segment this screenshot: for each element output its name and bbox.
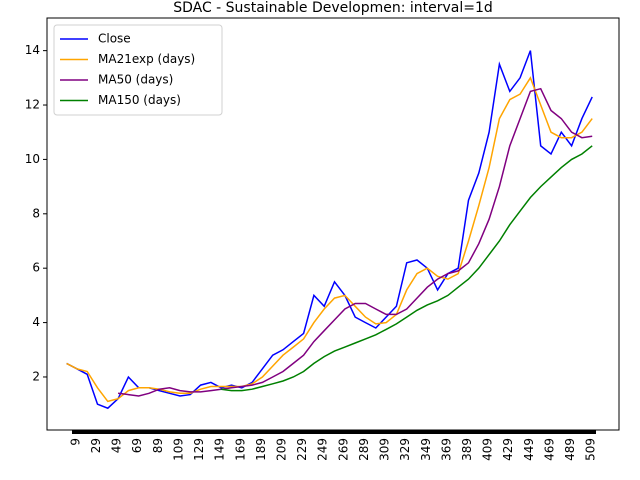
series-line <box>66 76 593 403</box>
x-tick-label: 269 <box>336 438 350 461</box>
x-tick-label: 449 <box>522 438 536 461</box>
x-tick-label: 69 <box>130 438 144 453</box>
y-tick-label: 4 <box>32 315 40 329</box>
y-tick-label: 14 <box>25 43 40 57</box>
y-tick-label: 12 <box>25 98 40 112</box>
x-tick-label: 149 <box>213 438 227 461</box>
x-tick-label: 169 <box>233 438 247 461</box>
x-tick-label: 9 <box>68 438 82 446</box>
series-line <box>118 87 593 397</box>
x-tick-label: 289 <box>357 438 371 461</box>
x-tick-label: 209 <box>274 438 288 461</box>
x-tick-label: 509 <box>584 438 598 461</box>
x-tick-label: 189 <box>254 438 268 461</box>
y-tick-label: 2 <box>32 369 40 383</box>
legend-label: MA50 (days) <box>98 73 173 87</box>
x-tick-label: 249 <box>316 438 330 461</box>
x-tick-label: 129 <box>192 438 206 461</box>
x-tick-label: 369 <box>439 438 453 461</box>
x-tick-label: 389 <box>460 438 474 461</box>
chart-title: SDAC - Sustainable Developmen: interval=… <box>173 0 493 16</box>
legend-label: MA150 (days) <box>98 93 181 107</box>
x-tick-label: 309 <box>378 438 392 461</box>
x-tick-label: 429 <box>501 438 515 461</box>
y-tick-label: 8 <box>32 206 40 220</box>
y-tick-label: 10 <box>25 152 40 166</box>
x-tick-label: 489 <box>563 438 577 461</box>
series-line <box>221 145 593 392</box>
x-tick-label: 469 <box>542 438 556 461</box>
minor-ticks <box>72 430 596 434</box>
x-tick-label: 409 <box>481 438 495 461</box>
x-tick-label: 329 <box>398 438 412 461</box>
legend-box <box>53 24 223 116</box>
x-tick-label: 89 <box>151 438 165 453</box>
x-tick-label: 229 <box>295 438 309 461</box>
x-tick-label: 109 <box>171 438 185 461</box>
x-tick-label: 49 <box>110 438 124 453</box>
x-tick-label: 349 <box>419 438 433 461</box>
y-tick-label: 6 <box>32 261 40 275</box>
legend-label: Close <box>98 32 131 46</box>
x-tick-label: 29 <box>89 438 103 453</box>
legend-label: MA21exp (days) <box>98 52 195 66</box>
plot-frame <box>46 17 620 431</box>
